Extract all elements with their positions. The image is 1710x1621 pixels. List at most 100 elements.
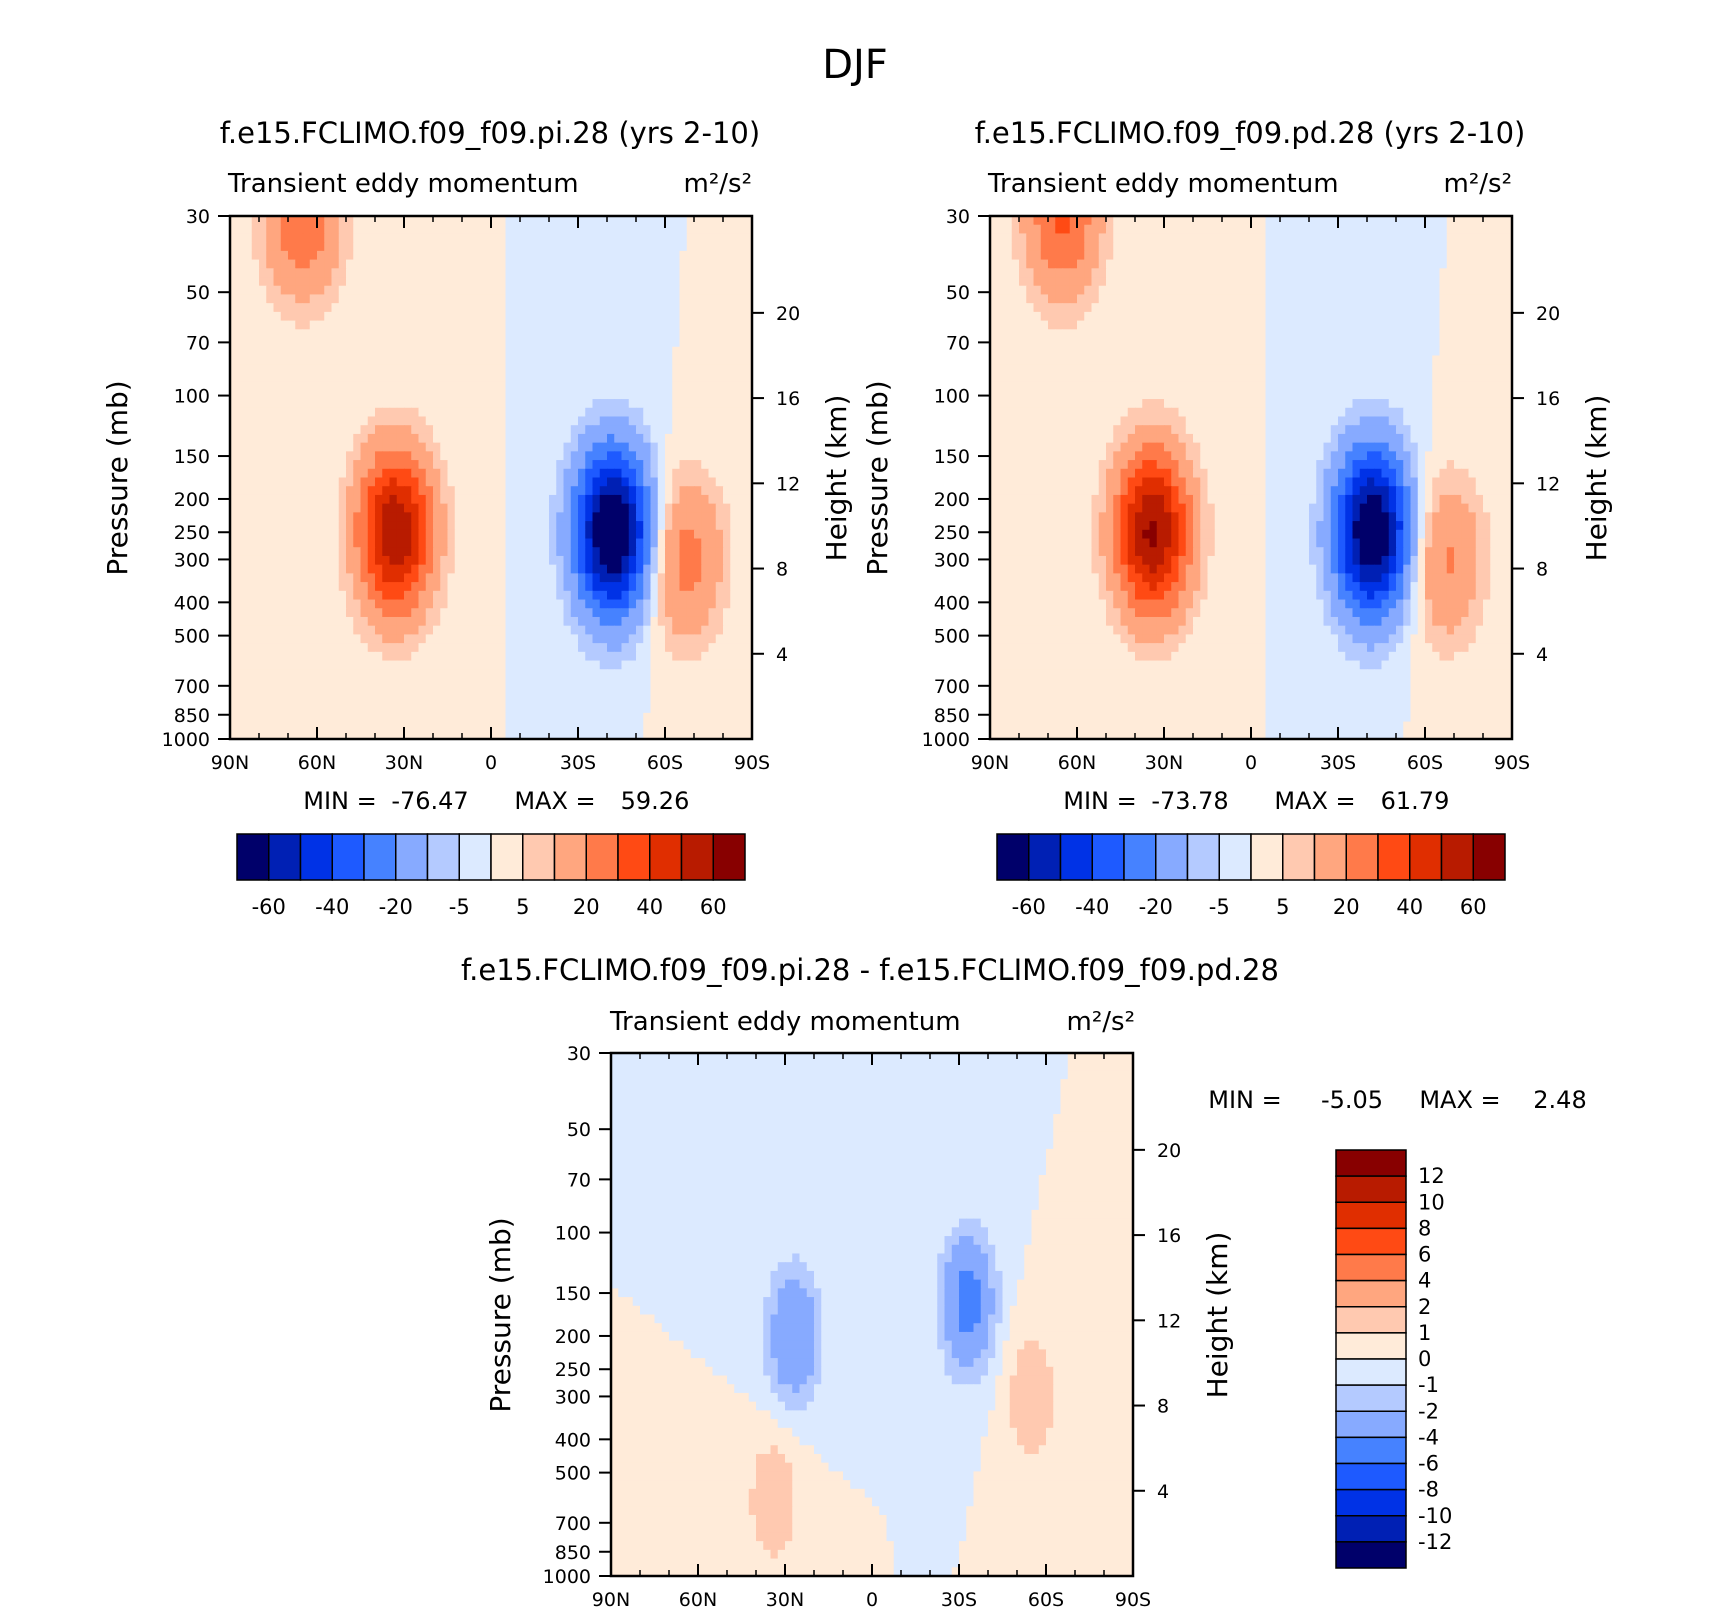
- field-cell: [643, 695, 651, 704]
- field-cell: [426, 695, 434, 704]
- field-cell: [1447, 251, 1455, 260]
- field-cell: [1316, 260, 1324, 269]
- field-cell: [498, 556, 506, 565]
- field-cell: [375, 512, 383, 521]
- field-cell: [303, 704, 311, 713]
- field-cell: [433, 469, 441, 478]
- field-cell: [317, 687, 325, 696]
- field-cell: [259, 399, 267, 408]
- field-cell: [571, 425, 579, 434]
- field-cell: [274, 530, 282, 539]
- field-cell: [375, 478, 383, 487]
- field-cell: [477, 233, 485, 242]
- field-cell: [723, 329, 731, 338]
- field-cell: [1215, 233, 1223, 242]
- field-cell: [701, 495, 709, 504]
- field-cell: [266, 434, 274, 443]
- field-cell: [585, 539, 593, 548]
- field-cell: [1222, 251, 1230, 260]
- field-cell: [651, 556, 659, 565]
- field-cell: [375, 355, 383, 364]
- field-cell: [1309, 216, 1317, 225]
- colorbar-label: -5: [449, 895, 470, 919]
- field-cell: [426, 626, 434, 635]
- field-cell: [997, 277, 1005, 286]
- field-cell: [723, 460, 731, 469]
- field-cell: [665, 652, 673, 661]
- field-cell: [419, 591, 427, 600]
- field-cell: [730, 312, 738, 321]
- colorbar-box: [301, 834, 333, 880]
- field-cell: [622, 504, 630, 513]
- field-cell: [680, 512, 688, 521]
- field-cell: [701, 312, 709, 321]
- field-cell: [361, 233, 369, 242]
- field-cell: [310, 294, 318, 303]
- field-cell: [527, 268, 535, 277]
- field-cell: [687, 451, 695, 460]
- field-cell: [375, 626, 383, 635]
- field-cell: [672, 634, 680, 643]
- field-cell: [440, 451, 448, 460]
- field-cell: [368, 661, 376, 670]
- field-cell: [535, 312, 543, 321]
- field-cell: [353, 312, 361, 321]
- field-cell: [462, 512, 470, 521]
- field-cell: [672, 626, 680, 635]
- field-cell: [469, 582, 477, 591]
- field-cell: [1121, 242, 1129, 251]
- field-cell: [382, 687, 390, 696]
- field-cell: [651, 486, 659, 495]
- field-cell: [520, 704, 528, 713]
- field-cell: [361, 478, 369, 487]
- field-cell: [448, 591, 456, 600]
- field-cell: [346, 573, 354, 582]
- field-cell: [477, 495, 485, 504]
- field-cell: [382, 661, 390, 670]
- field-cell: [651, 286, 659, 295]
- field-cell: [709, 512, 717, 521]
- field-cell: [433, 408, 441, 417]
- field-cell: [680, 722, 688, 731]
- field-cell: [375, 556, 383, 565]
- field-cell: [462, 722, 470, 731]
- field-cell: [484, 329, 492, 338]
- field-cell: [433, 687, 441, 696]
- field-cell: [622, 704, 630, 713]
- field-cell: [723, 355, 731, 364]
- field-cell: [455, 347, 463, 356]
- field-cell: [658, 530, 666, 539]
- field-cell: [491, 338, 499, 347]
- field-cell: [513, 294, 521, 303]
- field-cell: [324, 347, 332, 356]
- field-cell: [477, 416, 485, 425]
- field-cell: [397, 600, 405, 609]
- field-cell: [614, 312, 622, 321]
- field-cell: [288, 608, 296, 617]
- field-cell: [665, 399, 673, 408]
- field-cell: [288, 312, 296, 321]
- field-cell: [303, 268, 311, 277]
- field-cell: [542, 486, 550, 495]
- field-cell: [361, 321, 369, 330]
- field-cell: [368, 547, 376, 556]
- field-cell: [310, 242, 318, 251]
- field-cell: [535, 565, 543, 574]
- field-cell: [513, 521, 521, 530]
- field-cell: [303, 233, 311, 242]
- field-cell: [440, 556, 448, 565]
- field-cell: [419, 573, 427, 582]
- field-cell: [701, 225, 709, 234]
- field-cell: [549, 661, 557, 670]
- field-cell: [252, 364, 260, 373]
- field-cell: [440, 617, 448, 626]
- field-cell: [361, 408, 369, 417]
- field-cell: [571, 634, 579, 643]
- field-cell: [643, 495, 651, 504]
- field-cell: [1440, 268, 1448, 277]
- field-cell: [1302, 242, 1310, 251]
- field-cell: [317, 347, 325, 356]
- field-cell: [346, 303, 354, 312]
- field-cell: [513, 416, 521, 425]
- field-cell: [585, 355, 593, 364]
